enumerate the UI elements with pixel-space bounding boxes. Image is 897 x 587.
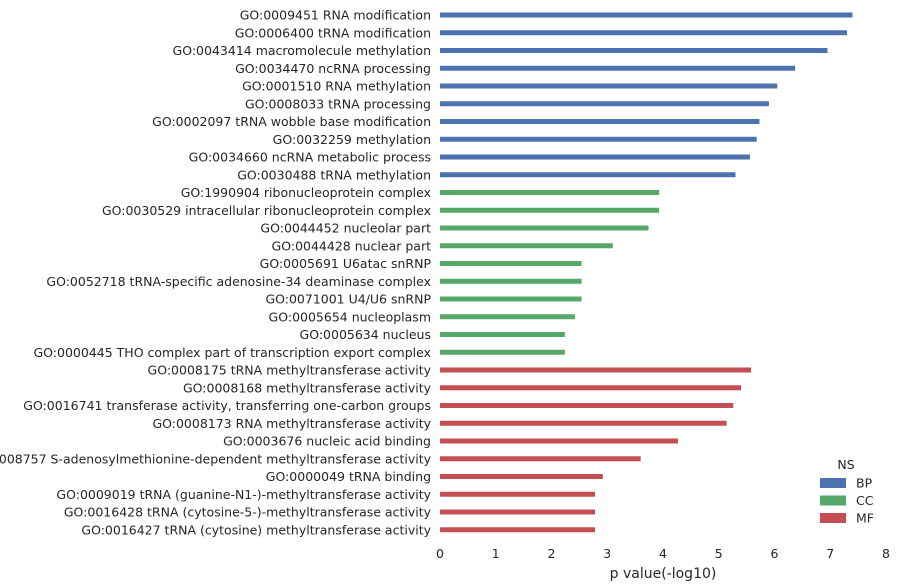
category-label: GO:0044428 nuclear part (272, 238, 432, 253)
x-tick-label: 0 (436, 546, 444, 561)
bar-cc (440, 190, 660, 195)
bar-mf (440, 403, 734, 408)
x-tick-label: 8 (882, 546, 890, 561)
x-tick-label: 1 (492, 546, 500, 561)
category-label: GO:0043414 macromolecule methylation (173, 43, 431, 58)
legend-swatch-mf (820, 513, 846, 523)
bar-cc (440, 314, 575, 320)
bar-bp (440, 48, 828, 53)
bar-mf (440, 474, 603, 479)
bar-bp (440, 172, 736, 178)
bar-mf (440, 491, 595, 497)
category-label: GO:0008757 S-adenosylmethionine-dependen… (0, 451, 432, 466)
category-label: GO:0034660 ncRNA metabolic process (189, 150, 431, 165)
category-label: GO:0006400 tRNA modification (235, 25, 431, 40)
bar-bp (440, 119, 760, 124)
category-label: GO:0030529 intracellular ribonucleoprote… (102, 203, 431, 218)
bar-cc (440, 349, 565, 355)
x-tick-label: 5 (715, 546, 723, 561)
category-label: GO:0002097 tRNA wobble base modification (152, 114, 431, 129)
legend-label: BP (856, 476, 873, 491)
x-tick-label: 7 (826, 546, 834, 561)
bar-mf (440, 456, 641, 462)
category-label: GO:0003676 nucleic acid binding (223, 434, 431, 449)
category-label: GO:0005654 nucleoplasm (269, 309, 431, 324)
legend-title: NS (837, 457, 854, 472)
category-label: GO:0008173 RNA methyltransferase activit… (152, 416, 431, 431)
category-label: GO:0005634 nucleus (300, 327, 431, 342)
bar-cc (440, 261, 582, 266)
bar-bp (440, 30, 847, 36)
x-axis-label: p value(-log10) (610, 566, 717, 582)
category-label: GO:0016428 tRNA (cytosine-5-)-methyltran… (64, 505, 432, 520)
bar-mf (440, 385, 742, 391)
category-label: GO:1990904 ribonucleoprotein complex (181, 185, 431, 200)
bar-bp (440, 12, 853, 18)
category-label: GO:0001510 RNA methylation (242, 79, 431, 94)
category-label: GO:0008175 tRNA methyltransferase activi… (148, 363, 432, 378)
bar-bp (440, 65, 796, 71)
category-label: GO:0008033 tRNA processing (245, 96, 431, 111)
x-tick-label: 3 (603, 546, 611, 561)
bar-mf (440, 509, 595, 515)
category-label: GO:0044452 nucleolar part (260, 221, 431, 236)
bar-bp (440, 83, 778, 89)
category-label: GO:0000049 tRNA binding (266, 469, 431, 484)
bar-cc (440, 332, 565, 337)
x-tick-group: 0 1 2 3 4 5 6 7 8 (436, 546, 890, 561)
category-label: GO:0030488 tRNA methylation (237, 167, 431, 182)
x-tick-label: 4 (659, 546, 667, 561)
legend-swatch-cc (820, 495, 846, 506)
x-tick-label: 6 (771, 546, 779, 561)
category-label: GO:0008168 methyltransferase activity (183, 380, 432, 395)
category-label: GO:0016741 transferase activity, transfe… (23, 398, 431, 413)
category-label: GO:0000445 THO complex part of transcrip… (34, 345, 432, 360)
bar-mf (440, 367, 752, 373)
bar-group (440, 12, 853, 533)
legend-swatch-bp (820, 478, 846, 488)
category-label: GO:0071001 U4/U6 snRNP (265, 292, 431, 307)
category-label: GO:0009019 tRNA (guanine-N1-)-methyltran… (56, 487, 431, 502)
bar-cc (440, 243, 613, 249)
bar-bp (440, 136, 757, 142)
category-label: GO:0016427 tRNA (cytosine) methyltransfe… (81, 522, 431, 537)
category-label: GO:0009451 RNA modification (240, 8, 431, 23)
bar-cc (440, 278, 582, 284)
category-label-group: GO:0009451 RNA modification GO:0006400 tR… (0, 8, 432, 538)
bar-mf (440, 438, 679, 444)
bar-cc (440, 207, 660, 213)
bar-cc (440, 296, 582, 302)
category-label: GO:0034470 ncRNA processing (235, 61, 431, 76)
legend-label: MF (856, 511, 874, 526)
bar-mf (440, 527, 595, 533)
category-label: GO:0005691 U6atac snRNP (260, 256, 432, 271)
x-tick-label: 2 (548, 546, 556, 561)
bar-bp (440, 101, 769, 107)
category-label: GO:0032259 methylation (273, 132, 431, 147)
bar-mf (440, 420, 727, 426)
bar-cc (440, 225, 649, 231)
bar-bp (440, 154, 750, 160)
legend: NS BP CC MF (820, 457, 874, 526)
legend-label: CC (856, 493, 874, 508)
category-label: GO:0052718 tRNA-specific adenosine-34 de… (46, 274, 431, 289)
